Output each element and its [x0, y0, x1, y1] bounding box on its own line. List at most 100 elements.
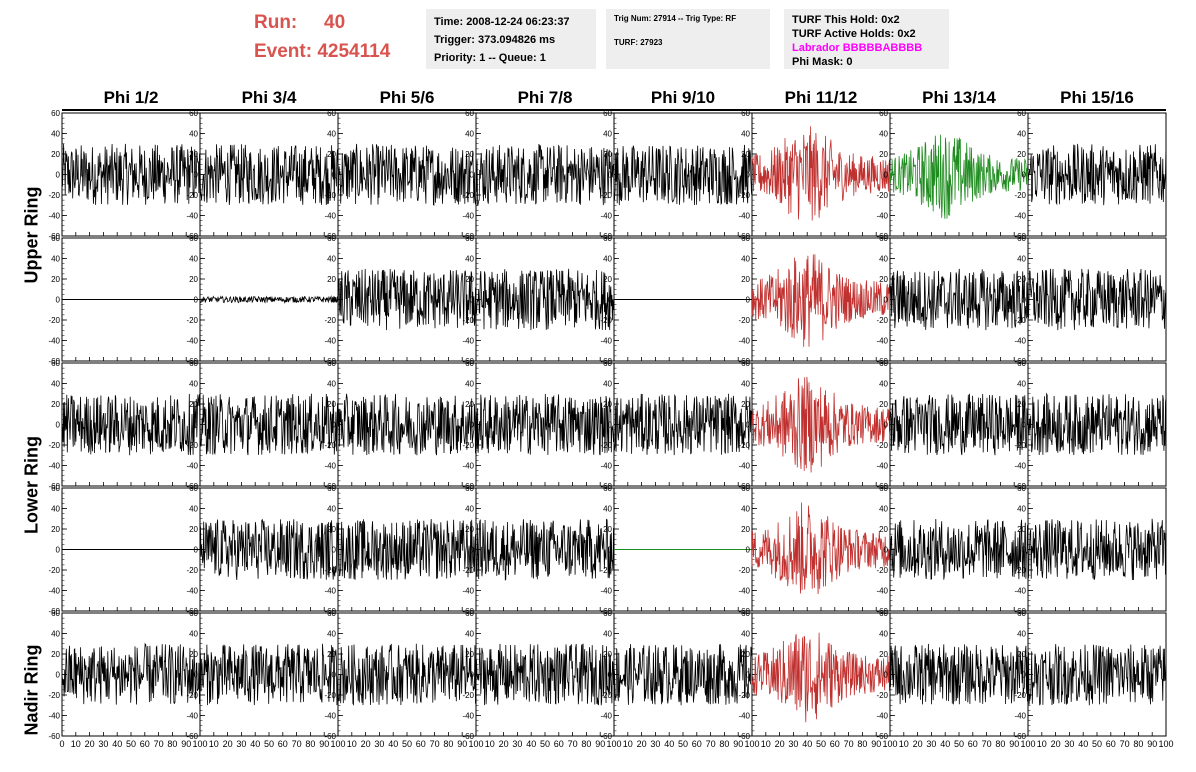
- ytick-label: 20: [465, 275, 474, 284]
- ytick-label: -60: [876, 732, 888, 741]
- ytick-label: 0: [1022, 421, 1027, 430]
- ytick-label: -20: [186, 316, 198, 325]
- ytick-label: 20: [603, 400, 612, 409]
- ytick-label: 20: [603, 275, 612, 284]
- xtick-label: 90: [457, 739, 467, 749]
- waveform-r2-c0: [61, 393, 201, 456]
- xtick-label: 80: [581, 739, 591, 749]
- ytick-label: 20: [741, 400, 750, 409]
- ytick-label: 0: [746, 546, 751, 555]
- ytick-label: 60: [879, 484, 888, 493]
- waveform-r4-c6: [889, 643, 1029, 705]
- ytick-label: 40: [465, 505, 474, 514]
- ytick-label: -60: [462, 357, 474, 366]
- ytick-label: -60: [1014, 732, 1026, 741]
- xtick-label: 30: [1064, 739, 1074, 749]
- ytick-label: -40: [1014, 337, 1026, 346]
- waveform-r2-c5: [751, 376, 891, 473]
- xtick-label: 70: [568, 739, 578, 749]
- waveform-r0-c3: [475, 143, 615, 207]
- ytick-label: -60: [738, 232, 750, 241]
- ytick-label: 0: [884, 546, 889, 555]
- xtick-label: 20: [637, 739, 647, 749]
- ytick-label: -20: [876, 691, 888, 700]
- ytick-label: -20: [738, 191, 750, 200]
- ytick-label: 20: [51, 275, 60, 284]
- xtick-label: 70: [706, 739, 716, 749]
- time-text: Time: 2008-12-24 06:23:37: [434, 16, 570, 28]
- ytick-label: -20: [462, 316, 474, 325]
- ytick-label: 40: [1017, 380, 1026, 389]
- ytick-label: 60: [189, 234, 198, 243]
- xtick-label: 80: [305, 739, 315, 749]
- waveform-r3-c6: [889, 518, 1029, 580]
- ytick-label: 20: [879, 650, 888, 659]
- ytick-label: 60: [327, 484, 336, 493]
- ytick-label: 0: [56, 671, 61, 680]
- ytick-label: 60: [465, 109, 474, 118]
- ytick-label: -40: [876, 462, 888, 471]
- ytick-label: -20: [876, 316, 888, 325]
- phi-header-3: Phi 5/6: [379, 88, 435, 107]
- ytick-label: 0: [470, 546, 475, 555]
- ytick-label: 0: [332, 296, 337, 305]
- xtick-label: 20: [85, 739, 95, 749]
- ytick-label: 20: [1017, 525, 1026, 534]
- ytick-label: 0: [332, 171, 337, 180]
- ytick-label: 0: [1022, 671, 1027, 680]
- ytick-label: -20: [462, 441, 474, 450]
- waveform-r0-c0: [61, 143, 201, 205]
- ytick-label: 20: [51, 525, 60, 534]
- ytick-label: 60: [741, 359, 750, 368]
- ytick-label: 60: [1017, 109, 1026, 118]
- waveform-r3-c7: [1027, 518, 1167, 581]
- ytick-label: 20: [189, 525, 198, 534]
- run-label: Run:: [254, 12, 298, 33]
- ytick-label: -40: [48, 462, 60, 471]
- ytick-label: -60: [324, 357, 336, 366]
- ytick-label: -40: [48, 337, 60, 346]
- ytick-label: 40: [51, 505, 60, 514]
- xtick-label: 10: [485, 739, 495, 749]
- ytick-label: 40: [465, 255, 474, 264]
- waveform-r1-c1: [199, 295, 339, 304]
- ytick-label: -40: [1014, 212, 1026, 221]
- ytick-label: 60: [879, 609, 888, 618]
- ytick-label: -60: [462, 482, 474, 491]
- xtick-label: 20: [775, 739, 785, 749]
- xtick-label: 90: [595, 739, 605, 749]
- ytick-label: 40: [465, 630, 474, 639]
- ytick-label: 40: [741, 255, 750, 264]
- ytick-label: 0: [332, 546, 337, 555]
- ytick-label: -60: [876, 482, 888, 491]
- ytick-label: 60: [51, 359, 60, 368]
- waveform-r4-c5: [751, 632, 891, 723]
- ytick-label: -60: [600, 232, 612, 241]
- ytick-label: -60: [48, 357, 60, 366]
- ytick-label: 60: [189, 359, 198, 368]
- xtick-label: 50: [954, 739, 964, 749]
- ytick-label: 60: [189, 609, 198, 618]
- ytick-label: -40: [1014, 462, 1026, 471]
- ytick-label: 60: [879, 359, 888, 368]
- ytick-label: -20: [738, 566, 750, 575]
- ytick-label: -20: [186, 691, 198, 700]
- xtick-label: 90: [319, 739, 329, 749]
- waveform-r3-c2: [337, 518, 477, 580]
- ytick-label: 60: [465, 359, 474, 368]
- ytick-label: 0: [194, 546, 199, 555]
- ytick-label: 40: [879, 505, 888, 514]
- waveform-r4-c4: [613, 644, 753, 706]
- ytick-label: -20: [738, 441, 750, 450]
- ytick-label: 20: [327, 525, 336, 534]
- ytick-label: 20: [327, 400, 336, 409]
- phi-header-1: Phi 1/2: [103, 88, 159, 107]
- ytick-label: 20: [603, 650, 612, 659]
- ytick-label: -60: [1014, 607, 1026, 616]
- ytick-label: -20: [324, 691, 336, 700]
- ytick-label: 0: [1022, 171, 1027, 180]
- ytick-label: -60: [876, 357, 888, 366]
- ytick-label: -20: [186, 441, 198, 450]
- ytick-label: 20: [465, 525, 474, 534]
